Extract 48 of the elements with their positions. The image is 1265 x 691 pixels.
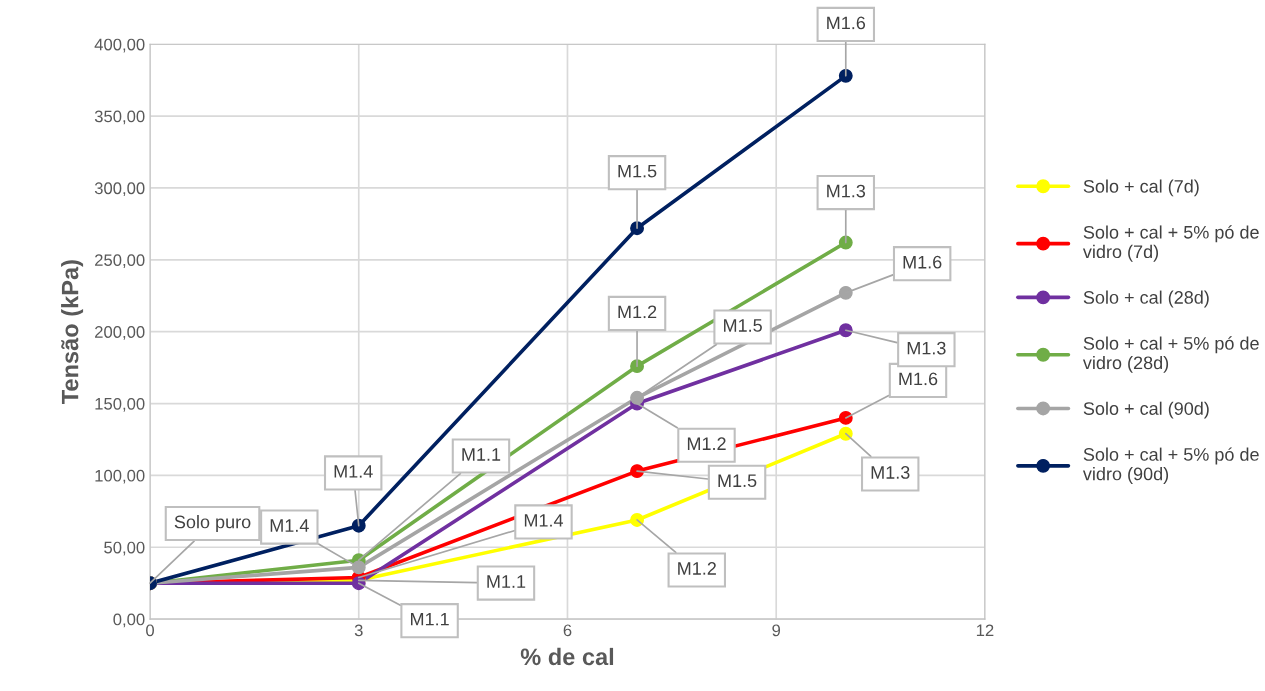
annotation: M1.5 — [618, 164, 657, 178]
y-tick-label: 200,00 — [95, 326, 145, 340]
y-tick-label: 300,00 — [94, 182, 145, 197]
y-tick-label: 400,00 — [94, 38, 145, 53]
point — [351, 518, 366, 533]
annotation: M1.6 — [899, 372, 938, 386]
point — [838, 426, 853, 441]
y-tick-label: 150,00 — [95, 397, 145, 412]
annotation: M1.2 — [678, 562, 716, 575]
legend-label: Solo + cal + 5% pó de vidro (7d) — [1082, 225, 1259, 262]
annotation: M1.5 — [718, 474, 757, 488]
y-tick-label: 250,00 — [95, 254, 145, 268]
annotation: Solo puro — [174, 515, 251, 532]
annotation: M1.1 — [462, 448, 501, 461]
x-tick-label: 9 — [772, 624, 781, 637]
legend-label: Solo + cal (7d) — [1083, 179, 1199, 197]
x-tick-label: 0 — [146, 624, 155, 637]
point — [630, 464, 644, 479]
annotation: M1.6 — [827, 16, 866, 30]
legend-label: Solo + cal + 5% pó de vidro (28d) — [1082, 336, 1259, 373]
annotation: M1.3 — [871, 466, 910, 479]
annotation: M1.3 — [827, 184, 866, 198]
y-axis-title: Tensão (kPa) — [61, 260, 84, 405]
x-axis-title: % de cal — [520, 647, 614, 666]
annotation: M1.2 — [687, 437, 726, 450]
legend-label: Solo + cal + 5% pó de vidro (90d) — [1082, 447, 1259, 484]
point — [838, 285, 853, 300]
y-tick-label: 50,00 — [104, 541, 145, 556]
annotation: M1.3 — [907, 341, 946, 355]
annotation: M1.4 — [524, 514, 564, 527]
x-tick-label: 3 — [354, 624, 363, 637]
y-tick-label: 100,00 — [95, 469, 145, 484]
annotation: M1.1 — [487, 575, 526, 588]
y-tick-label: 0,00 — [113, 613, 145, 628]
annotation: M1.6 — [903, 255, 942, 269]
annotation: M1.2 — [618, 305, 657, 319]
point — [630, 513, 644, 527]
y-tick-label: 350,00 — [94, 110, 145, 125]
x-tick-label: 12 — [976, 624, 994, 637]
annotation: M1.5 — [724, 319, 762, 332]
point — [838, 323, 853, 338]
annotation: M1.4 — [334, 465, 373, 478]
legend-label: Solo + cal (28d) — [1083, 290, 1209, 308]
point — [838, 410, 853, 425]
annotation: M1.1 — [411, 612, 449, 626]
annotation: M1.4 — [270, 519, 309, 532]
legend-label: Solo + cal (90d) — [1083, 401, 1209, 419]
x-tick-label: 6 — [563, 624, 572, 637]
